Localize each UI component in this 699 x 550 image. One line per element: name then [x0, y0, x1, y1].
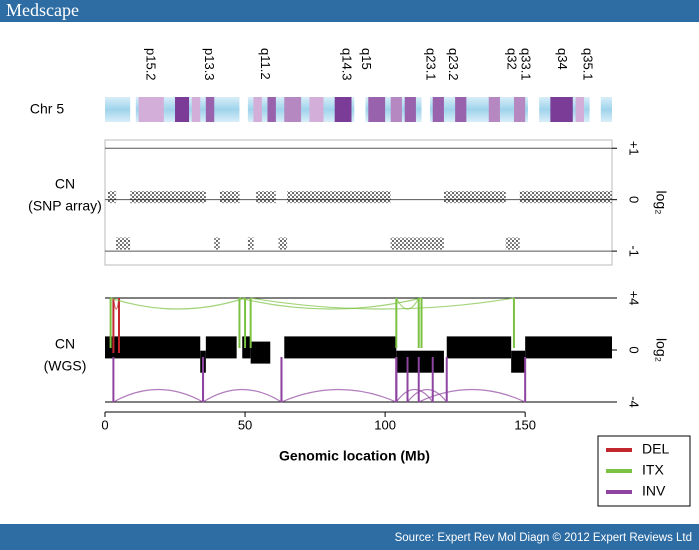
- y-tick-label: 0: [627, 196, 642, 203]
- band: [550, 97, 573, 122]
- sv-arc: [281, 388, 397, 403]
- cn-segment: [130, 191, 206, 204]
- chr-label: Chr 5: [30, 101, 64, 117]
- band: [488, 97, 500, 122]
- band-label: q11.2: [258, 48, 273, 80]
- sv-arc: [407, 388, 448, 403]
- band: [309, 97, 324, 122]
- panel-title: CN: [55, 336, 75, 352]
- x-axis-label: Genomic location (Mb): [279, 448, 430, 464]
- y-axis-label: log₂: [653, 190, 669, 214]
- band-label: q23.2: [446, 48, 461, 81]
- sv-arc: [418, 389, 526, 403]
- band: [390, 97, 402, 122]
- band: [513, 97, 526, 122]
- cn-segment: [519, 191, 612, 204]
- sv-arc: [395, 297, 420, 310]
- cn-segment: [525, 336, 612, 359]
- sv-arc: [395, 388, 434, 403]
- header-title: Medscape: [6, 0, 79, 20]
- cn-segment: [250, 341, 271, 364]
- y-tick-label: +1: [627, 141, 642, 156]
- x-tick-label: 0: [101, 417, 108, 432]
- sv-arc: [113, 388, 204, 403]
- sv-arc: [250, 297, 515, 310]
- header-bar: [0, 0, 699, 22]
- band: [284, 97, 302, 122]
- band-label: q33.1: [519, 48, 534, 81]
- panel-subtitle: (SNP array): [28, 198, 102, 214]
- legend-label: DEL: [642, 441, 669, 457]
- cn-segment: [242, 336, 251, 359]
- cn-segment: [511, 350, 526, 373]
- legend-label: INV: [642, 483, 666, 499]
- band-label: q32: [505, 48, 520, 70]
- band: [432, 97, 444, 122]
- cn-segment: [205, 336, 237, 359]
- band-label: q34: [555, 48, 570, 70]
- cn-segment: [107, 191, 117, 204]
- cn-segment: [105, 336, 201, 359]
- x-tick-label: 150: [514, 417, 536, 432]
- band-label: p15.2: [143, 48, 158, 81]
- sv-arc: [239, 297, 422, 310]
- cn-segment: [396, 350, 444, 373]
- cn-segment: [284, 336, 397, 359]
- cn-segment: [214, 237, 220, 250]
- cn-segment: [219, 191, 240, 204]
- cn-segment: [287, 191, 391, 204]
- cn-segment: [256, 191, 276, 204]
- band: [239, 97, 248, 122]
- cn-segment: [247, 237, 254, 250]
- band: [138, 97, 164, 122]
- band: [575, 97, 584, 122]
- band: [205, 97, 215, 122]
- footer-bar: [0, 524, 699, 550]
- y-tick-label: 0: [627, 346, 642, 353]
- band: [404, 97, 416, 122]
- band: [527, 97, 540, 122]
- footer-source: Source: Expert Rev Mol Diagn © 2012 Expe…: [395, 532, 692, 544]
- band: [354, 97, 366, 122]
- y-tick-label: +4: [627, 291, 642, 306]
- x-tick-label: 100: [374, 417, 396, 432]
- band: [191, 97, 201, 122]
- band: [130, 97, 136, 122]
- cn-segment: [446, 336, 512, 359]
- band: [267, 97, 276, 122]
- band: [421, 97, 430, 122]
- band: [253, 97, 262, 122]
- cn-segment: [390, 237, 444, 250]
- sv-arc: [202, 388, 282, 403]
- band: [368, 97, 386, 122]
- y-axis-label: log₂: [653, 338, 669, 362]
- band-label: p13.3: [202, 48, 217, 81]
- band-label: q35.1: [580, 48, 595, 81]
- cn-segment: [116, 237, 131, 250]
- panel-title: CN: [55, 176, 75, 192]
- band-label: q14.3: [339, 48, 354, 81]
- band: [455, 97, 467, 122]
- cn-segment: [278, 237, 288, 250]
- band-label: q23.1: [423, 48, 438, 81]
- sv-arc: [110, 297, 246, 310]
- cn-segment: [443, 191, 506, 204]
- y-tick-label: -1: [627, 245, 642, 257]
- y-tick-label: -4: [627, 396, 642, 408]
- panel-subtitle: (WGS): [44, 358, 87, 374]
- band: [334, 97, 352, 122]
- band: [589, 97, 601, 122]
- legend-label: ITX: [642, 462, 664, 478]
- sv-arc: [112, 297, 120, 310]
- x-tick-label: 50: [238, 417, 252, 432]
- band: [175, 97, 190, 122]
- band-label: q15: [359, 48, 374, 70]
- cn-segment: [505, 237, 520, 250]
